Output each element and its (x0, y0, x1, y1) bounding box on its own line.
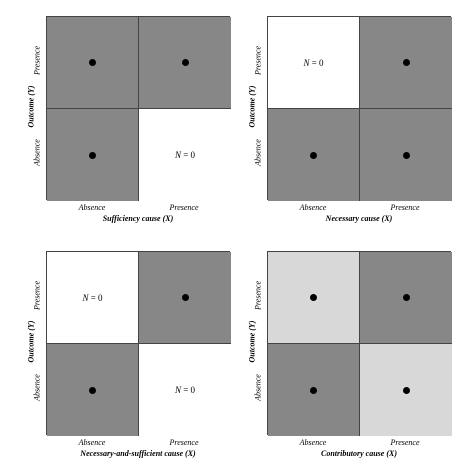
cell-absence-outcome-presence-cause (360, 109, 452, 201)
y-tick-presence: Presence (253, 45, 263, 76)
empty-cell-label: N = 0 (303, 57, 324, 68)
x-tick-absence: Absence (78, 438, 106, 447)
y-tick-presence: Presence (32, 280, 42, 311)
y-tick-presence: Presence (253, 280, 263, 311)
cell-absence-outcome-presence-cause: N = 0 (139, 109, 231, 201)
observation-dot (402, 294, 410, 301)
x-axis-label: Necessary cause (X) (325, 214, 393, 223)
observation-dot (310, 294, 317, 301)
cell-absence-outcome-absence-cause (268, 344, 360, 436)
observation-dot (89, 386, 96, 394)
cell-presence-outcome-presence-cause (139, 252, 231, 344)
x-tick-presence: Presence (169, 438, 199, 447)
cell-absence-outcome-absence-cause (47, 344, 139, 436)
cell-presence-outcome-absence-cause: N = 0 (47, 252, 139, 344)
x-tick-absence: Absence (78, 203, 106, 212)
cell-presence-outcome-absence-cause (268, 252, 360, 344)
observation-dot (310, 386, 317, 394)
x-axis-label: Necessary-and-sufficient cause (X) (80, 449, 196, 458)
cause-grid: N = 0 (267, 16, 452, 201)
cell-absence-outcome-presence-cause: N = 0 (139, 344, 231, 436)
x-axis-label: Contributory cause (X) (320, 449, 397, 458)
cell-presence-outcome-presence-cause (360, 17, 452, 109)
panel-necessary: Outcome (Y) Presence Absence N = 0 Absen… (221, 0, 458, 237)
y-tick-presence: Presence (32, 45, 42, 76)
y-tick-absence: Absence (32, 139, 42, 166)
empty-cell-label: N = 0 (174, 150, 196, 160)
cell-presence-outcome-absence-cause: N = 0 (268, 17, 360, 109)
cause-grid: N = 0 (46, 16, 231, 201)
x-tick-presence: Presence (169, 203, 199, 212)
empty-cell-label: N = 0 (174, 385, 196, 395)
y-tick-absence: Absence (253, 374, 263, 401)
panel-necessary-and-sufficient: Outcome (Y) Presence Absence N = 0 N = 0… (0, 235, 237, 472)
panel-sufficiency: Outcome (Y) Presence Absence N = 0 Absen… (0, 0, 237, 237)
observation-dot (181, 294, 189, 301)
observation-dot (402, 59, 410, 66)
cause-grid (267, 251, 452, 436)
observation-dot (89, 59, 96, 66)
x-tick-presence: Presence (390, 438, 420, 447)
cell-absence-outcome-absence-cause (268, 109, 360, 201)
observation-dot (402, 151, 410, 159)
observation-dot (402, 386, 410, 394)
x-tick-absence: Absence (299, 203, 327, 212)
observation-dot (310, 151, 317, 159)
cell-presence-outcome-presence-cause (360, 252, 452, 344)
cell-absence-outcome-presence-cause (360, 344, 452, 436)
observation-dot (181, 59, 189, 66)
x-axis-label: Sufficiency cause (X) (102, 214, 174, 223)
empty-cell-label: N = 0 (82, 292, 103, 303)
cell-presence-outcome-presence-cause (139, 17, 231, 109)
cause-grid: N = 0 N = 0 (46, 251, 231, 436)
y-tick-absence: Absence (32, 374, 42, 401)
panel-contributory: Outcome (Y) Presence Absence Absence Pre… (221, 235, 458, 472)
cell-presence-outcome-absence-cause (47, 17, 139, 109)
x-tick-presence: Presence (390, 203, 420, 212)
cell-absence-outcome-absence-cause (47, 109, 139, 201)
x-tick-absence: Absence (299, 438, 327, 447)
observation-dot (89, 151, 96, 159)
y-tick-absence: Absence (253, 139, 263, 166)
